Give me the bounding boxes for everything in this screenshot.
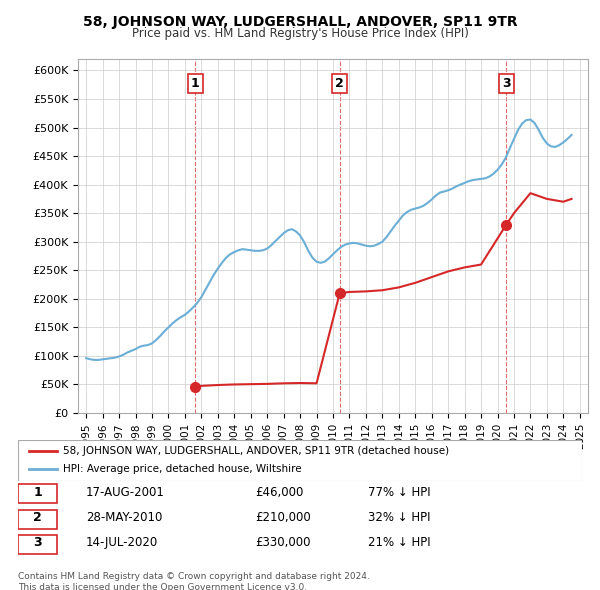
Text: 2: 2 — [34, 511, 42, 524]
Text: 58, JOHNSON WAY, LUDGERSHALL, ANDOVER, SP11 9TR (detached house): 58, JOHNSON WAY, LUDGERSHALL, ANDOVER, S… — [63, 446, 449, 456]
Text: 58, JOHNSON WAY, LUDGERSHALL, ANDOVER, SP11 9TR: 58, JOHNSON WAY, LUDGERSHALL, ANDOVER, S… — [83, 15, 517, 29]
Text: £210,000: £210,000 — [255, 511, 311, 524]
Text: 3: 3 — [34, 536, 42, 549]
Text: 28-MAY-2010: 28-MAY-2010 — [86, 511, 162, 524]
FancyBboxPatch shape — [18, 440, 582, 481]
FancyBboxPatch shape — [18, 510, 58, 529]
Text: £46,000: £46,000 — [255, 486, 303, 499]
Text: 1: 1 — [191, 77, 200, 90]
Text: 77% ↓ HPI: 77% ↓ HPI — [368, 486, 430, 499]
Text: 17-AUG-2001: 17-AUG-2001 — [86, 486, 164, 499]
Text: 2: 2 — [335, 77, 344, 90]
Text: 21% ↓ HPI: 21% ↓ HPI — [368, 536, 430, 549]
Text: 14-JUL-2020: 14-JUL-2020 — [86, 536, 158, 549]
Text: £330,000: £330,000 — [255, 536, 310, 549]
Text: 1: 1 — [34, 486, 42, 499]
Text: 32% ↓ HPI: 32% ↓ HPI — [368, 511, 430, 524]
Text: 3: 3 — [502, 77, 511, 90]
FancyBboxPatch shape — [18, 484, 58, 503]
Text: Contains HM Land Registry data © Crown copyright and database right 2024.
This d: Contains HM Land Registry data © Crown c… — [18, 572, 370, 590]
Text: HPI: Average price, detached house, Wiltshire: HPI: Average price, detached house, Wilt… — [63, 464, 302, 474]
FancyBboxPatch shape — [18, 535, 58, 554]
Text: Price paid vs. HM Land Registry's House Price Index (HPI): Price paid vs. HM Land Registry's House … — [131, 27, 469, 40]
